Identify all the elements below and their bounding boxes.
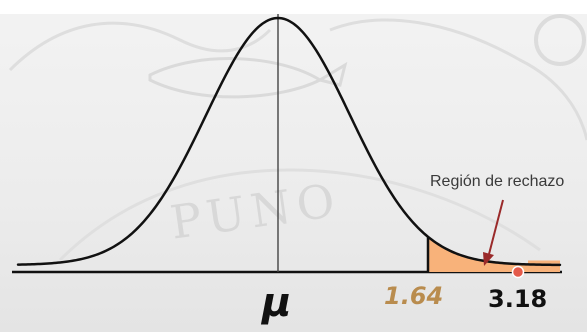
normal-curve bbox=[16, 16, 562, 267]
rejection-region-area bbox=[428, 236, 560, 272]
watermark-fish-icon bbox=[148, 57, 348, 99]
watermark-arc-left bbox=[8, 21, 272, 72]
top-white-band bbox=[0, 0, 587, 14]
critical-value-label: 1.64 bbox=[384, 282, 443, 310]
watermark-arc-right bbox=[329, 18, 587, 141]
test-statistic-label: 3.18 bbox=[488, 285, 547, 313]
rejection-arrow-icon bbox=[483, 199, 504, 266]
mean-symbol-label: μ bbox=[260, 280, 291, 326]
watermark-ring-icon bbox=[534, 14, 586, 66]
rejection-region-label: Región de rechazo bbox=[430, 173, 564, 190]
watermark-lower-arc bbox=[58, 168, 541, 262]
watermark-seal: PUNO bbox=[8, 14, 587, 262]
test-statistic-marker bbox=[511, 265, 525, 279]
